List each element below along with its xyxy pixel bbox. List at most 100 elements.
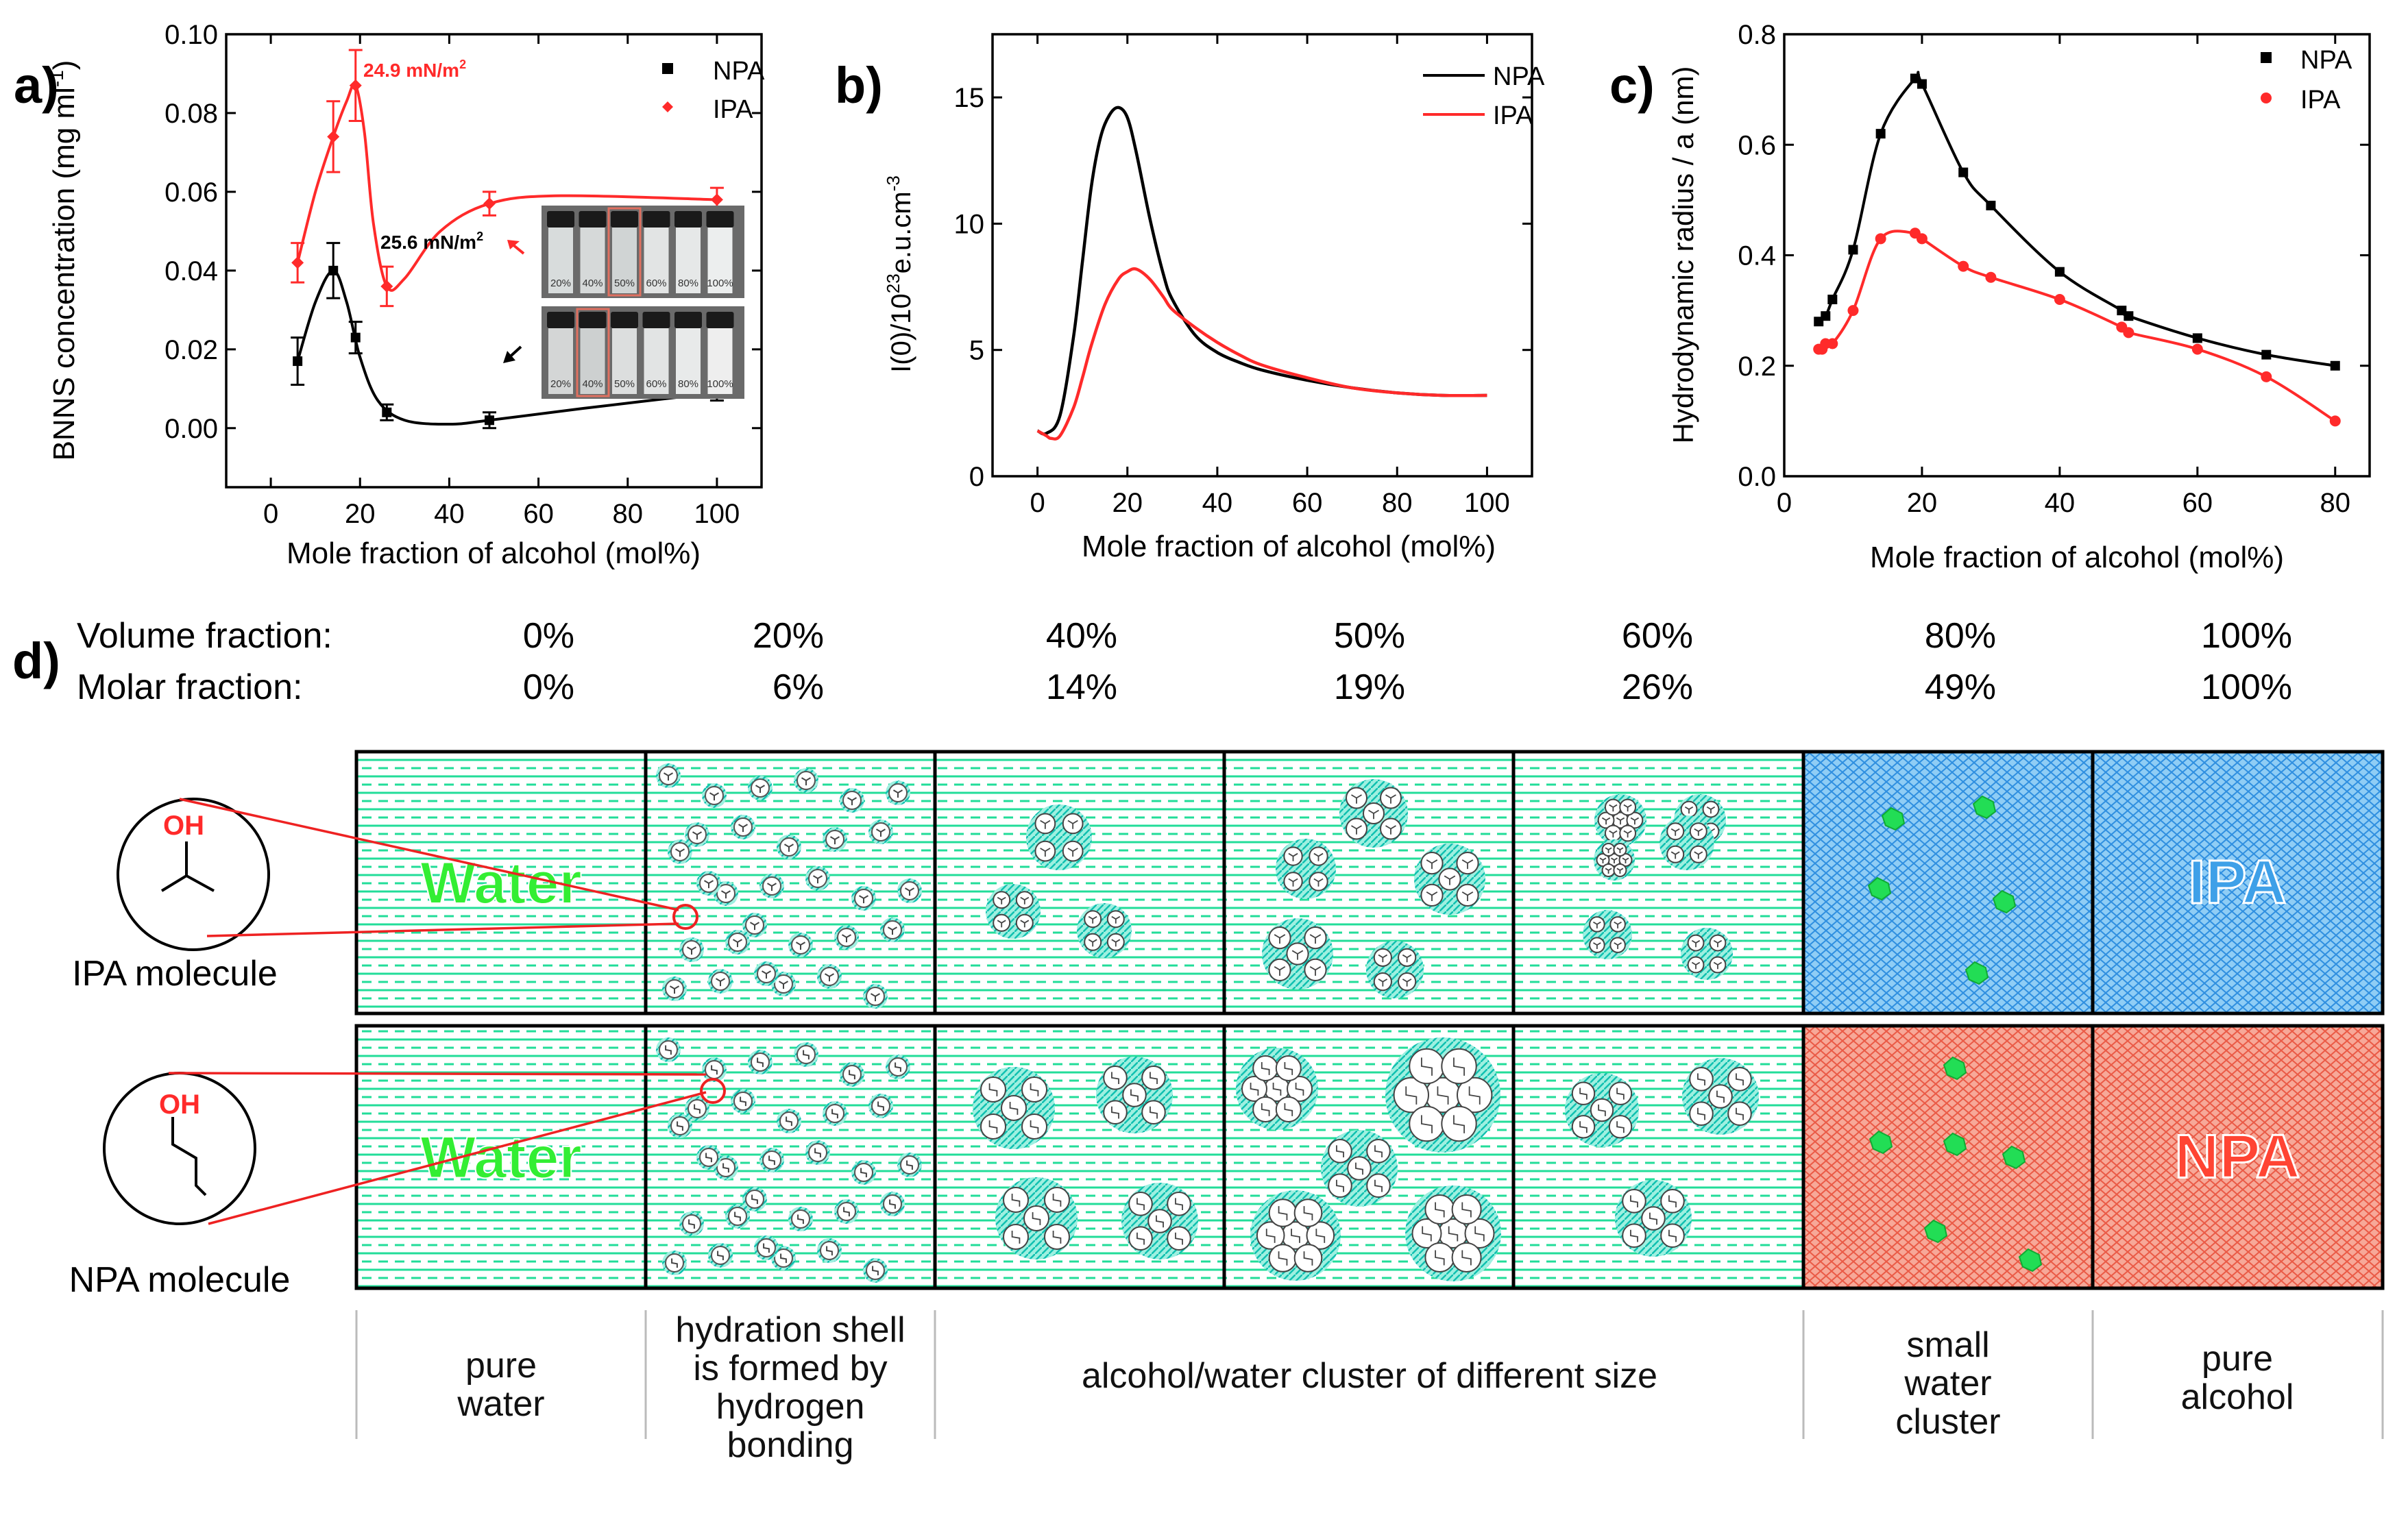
ipa-glyph bbox=[738, 824, 749, 833]
vials-npa: 20% 40% 50% 60% 80% 100% bbox=[547, 312, 734, 394]
water-cluster bbox=[1923, 1219, 1948, 1244]
point-c-ipa bbox=[1985, 271, 1997, 283]
vial-body bbox=[707, 328, 733, 394]
y-ticks-a: 0.00 0.02 0.04 0.06 0.08 0.10 bbox=[165, 20, 762, 444]
npa-glyph bbox=[677, 1121, 683, 1131]
y-axis-label-b-part1: I(0)/10 bbox=[886, 293, 916, 373]
npa-glyph bbox=[768, 1155, 775, 1166]
row-frame-ipa bbox=[354, 750, 2385, 1016]
x-axis-label-a: Mole fraction of alcohol (mol%) bbox=[287, 537, 701, 570]
y-axis-title-b: I(0)/1023e.u.cm-3 bbox=[883, 175, 916, 373]
alcohol-molecule bbox=[1411, 1218, 1442, 1248]
pure-alcohol-label-ipa: IPA bbox=[2188, 848, 2286, 917]
ipa-glyph bbox=[801, 777, 812, 786]
ipa-glyph bbox=[709, 792, 720, 801]
c-xtick-label: 60 bbox=[2182, 488, 2213, 518]
legend-a-ipa-marker bbox=[662, 101, 673, 112]
vial-label: 40% bbox=[582, 278, 603, 289]
vial-label: 80% bbox=[678, 378, 698, 390]
plot-frame-a bbox=[225, 33, 763, 489]
caption-line: bonding bbox=[727, 1425, 853, 1465]
molar-fraction-value: 14% bbox=[1046, 667, 1117, 707]
point-a-ipa bbox=[710, 193, 723, 206]
caption-line: pure bbox=[465, 1346, 537, 1386]
point-c-npa bbox=[2124, 311, 2134, 321]
ipa-glyph bbox=[778, 981, 789, 989]
ipa-molecule-bonds bbox=[160, 841, 215, 892]
x-ticks-a: 0 20 40 60 80 100 bbox=[263, 34, 740, 529]
series-marks-a bbox=[291, 49, 724, 430]
schematic-cell-npa bbox=[356, 1026, 646, 1288]
vial-body bbox=[580, 328, 605, 394]
alcohol-molecule bbox=[1451, 1242, 1482, 1272]
ipa-zoom-line-bottom bbox=[206, 922, 679, 937]
panel-a-label: a) bbox=[14, 57, 59, 114]
x-ticks-c: 0 20 40 60 80 bbox=[1777, 34, 2350, 518]
legend-c-npa-marker bbox=[2261, 52, 2272, 63]
ipa-peak-unit-sup: 2 bbox=[459, 58, 466, 71]
npa-glyph bbox=[711, 1065, 718, 1075]
ipa-peak-annotation: 24.9 mN/m2 bbox=[363, 58, 466, 81]
ipa-glyph bbox=[732, 939, 743, 948]
npa-glyph bbox=[740, 1096, 746, 1107]
legend-a: NPA IPA bbox=[662, 57, 765, 124]
schematic-cell-npa bbox=[2093, 1026, 2383, 1288]
ipa-glyph bbox=[795, 942, 806, 950]
b-xtick-label: 80 bbox=[1382, 488, 1413, 518]
pure-alcohol-label-npa: NPA bbox=[2174, 1123, 2300, 1192]
npa-zoom-line-bottom bbox=[208, 1091, 707, 1225]
vial-label: 60% bbox=[646, 278, 666, 289]
ipa-glyph bbox=[674, 848, 685, 857]
point-c-npa bbox=[2192, 333, 2202, 343]
y-axis-title-c: Hydrodynamic radius / a (nm) bbox=[1667, 66, 1699, 444]
ipa-glyph bbox=[715, 978, 726, 987]
ipa-glyph bbox=[812, 875, 823, 884]
ipa-glyph bbox=[841, 934, 852, 943]
point-a-npa bbox=[328, 265, 339, 275]
legend-c-ipa-marker bbox=[2261, 93, 2272, 103]
cell-content-npa: Water NPA bbox=[419, 1037, 2301, 1283]
panel-d: d) Volume fraction: Molar fraction: 0% 20… bbox=[12, 616, 2385, 1465]
water-cluster bbox=[1943, 1132, 1967, 1157]
vial-label: 50% bbox=[614, 378, 635, 390]
column-caption: pure water bbox=[457, 1346, 544, 1424]
alcohol-water-cluster bbox=[986, 884, 1041, 939]
point-c-ipa bbox=[1827, 338, 1838, 349]
alcohol-molecule bbox=[1451, 1194, 1482, 1225]
npa-molecule-diagram: OH NPA molecule bbox=[69, 1072, 707, 1300]
b-xtick-label: 100 bbox=[1464, 488, 1510, 518]
molar-fraction-value: 0% bbox=[523, 667, 574, 707]
point-c-npa bbox=[1821, 311, 1831, 321]
b-ytick-label: 5 bbox=[969, 336, 984, 366]
x-axis-label-b: Mole fraction of alcohol (mol%) bbox=[1082, 530, 1496, 563]
b-xtick-label: 60 bbox=[1292, 488, 1323, 518]
highlighted-molecule bbox=[672, 904, 698, 930]
schematic-cell-ipa bbox=[356, 752, 646, 1013]
fraction-values: 0% 20% 40% 50% 60% 80% 100% 0% 6% 14% 19% 26% 49% 100… bbox=[523, 616, 2292, 707]
ipa-glyph bbox=[783, 844, 794, 852]
b-ytick-label: 15 bbox=[954, 83, 985, 113]
ipa-oh-label: OH bbox=[163, 811, 204, 841]
alcohol-molecule bbox=[1441, 1105, 1477, 1142]
panel-d-label: d) bbox=[12, 632, 60, 689]
panel-c: c) 0 20 40 60 80 0.0 0.2 0.4 0.6 0.8 Hydrodynami… bbox=[1609, 20, 2371, 574]
npa-molecule-label: NPA molecule bbox=[69, 1260, 291, 1300]
vial-highlight-ipa bbox=[607, 207, 642, 297]
ipa-molecule-label: IPA molecule bbox=[72, 954, 278, 994]
water-cluster bbox=[2018, 1248, 2043, 1272]
panel-c-label: c) bbox=[1609, 57, 1655, 114]
a-xtick-label: 40 bbox=[434, 499, 465, 529]
point-c-npa bbox=[2261, 349, 2272, 360]
caption-line: cluster bbox=[1895, 1402, 2000, 1442]
point-c-ipa bbox=[2329, 415, 2341, 427]
water-cluster bbox=[1867, 876, 1892, 901]
caption-line: alcohol/water cluster of different size bbox=[1082, 1356, 1657, 1396]
volume-fraction-value: 50% bbox=[1334, 616, 1405, 656]
alcohol-molecule bbox=[1409, 1048, 1445, 1085]
vial-cap bbox=[674, 312, 702, 328]
point-a-npa bbox=[382, 407, 392, 417]
water-cluster bbox=[1869, 1130, 1893, 1155]
ipa-zoom-line-top bbox=[179, 798, 679, 911]
vial-body bbox=[644, 328, 669, 394]
npa-glyph bbox=[786, 1116, 792, 1127]
